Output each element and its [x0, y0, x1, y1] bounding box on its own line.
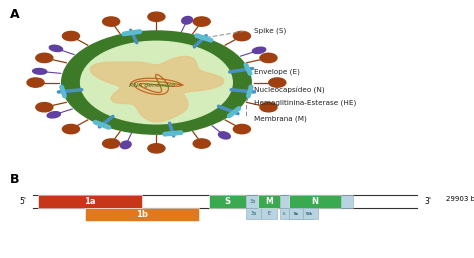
- Text: 7a: 7a: [292, 212, 298, 216]
- Circle shape: [260, 103, 277, 112]
- Text: A: A: [9, 8, 19, 21]
- Bar: [246, 195, 258, 208]
- Text: 3': 3': [424, 197, 431, 206]
- Bar: [289, 195, 341, 208]
- Text: 6: 6: [283, 212, 286, 216]
- Bar: [85, 208, 199, 221]
- Text: E: E: [267, 212, 271, 216]
- Text: 9a: 9a: [294, 212, 299, 216]
- Ellipse shape: [47, 112, 61, 118]
- Text: Envelope (E): Envelope (E): [254, 69, 300, 76]
- Text: Membrana (M): Membrana (M): [254, 115, 306, 122]
- Circle shape: [269, 78, 286, 87]
- Circle shape: [102, 17, 119, 26]
- Circle shape: [193, 17, 210, 26]
- Text: 1a: 1a: [84, 197, 96, 206]
- Circle shape: [260, 53, 277, 62]
- Circle shape: [102, 139, 119, 148]
- Bar: [341, 195, 353, 208]
- Text: M: M: [265, 197, 273, 206]
- Text: 3b: 3b: [249, 199, 255, 204]
- Text: Spike (S): Spike (S): [254, 28, 286, 34]
- Ellipse shape: [120, 141, 131, 149]
- Circle shape: [148, 12, 165, 21]
- Text: N: N: [312, 197, 319, 206]
- Ellipse shape: [182, 17, 192, 24]
- Bar: [209, 195, 246, 208]
- Text: RNA genômico: RNA genômico: [128, 82, 175, 88]
- Circle shape: [62, 31, 251, 134]
- Bar: [301, 208, 313, 219]
- Bar: [289, 208, 301, 219]
- Text: 29903 bp: 29903 bp: [446, 196, 474, 202]
- Circle shape: [27, 78, 44, 87]
- Circle shape: [233, 124, 250, 134]
- Bar: [303, 208, 318, 219]
- Circle shape: [63, 31, 80, 41]
- Circle shape: [81, 41, 232, 124]
- Bar: [258, 195, 280, 208]
- Circle shape: [36, 53, 53, 62]
- Text: 1b: 1b: [136, 210, 148, 219]
- Bar: [289, 208, 303, 219]
- Ellipse shape: [33, 68, 47, 74]
- Text: 3a: 3a: [251, 212, 256, 216]
- Text: Hemaglitinina-Esterase (HE): Hemaglitinina-Esterase (HE): [254, 100, 356, 107]
- Ellipse shape: [49, 45, 63, 52]
- Text: S: S: [225, 197, 230, 206]
- Bar: [280, 208, 289, 219]
- Text: Nucleocapsídeo (N): Nucleocapsídeo (N): [254, 87, 324, 94]
- Circle shape: [36, 103, 53, 112]
- Circle shape: [148, 144, 165, 153]
- Bar: [280, 195, 289, 208]
- Text: 5': 5': [19, 197, 26, 206]
- Text: B: B: [9, 173, 19, 186]
- Ellipse shape: [219, 132, 230, 139]
- Ellipse shape: [252, 47, 266, 53]
- Bar: [38, 195, 142, 208]
- Bar: [261, 208, 277, 219]
- Circle shape: [63, 124, 80, 134]
- Text: 9b: 9b: [308, 212, 313, 216]
- Bar: [246, 208, 261, 219]
- Circle shape: [233, 31, 250, 41]
- Polygon shape: [91, 57, 224, 122]
- Text: 7b: 7b: [304, 212, 310, 216]
- Circle shape: [193, 139, 210, 148]
